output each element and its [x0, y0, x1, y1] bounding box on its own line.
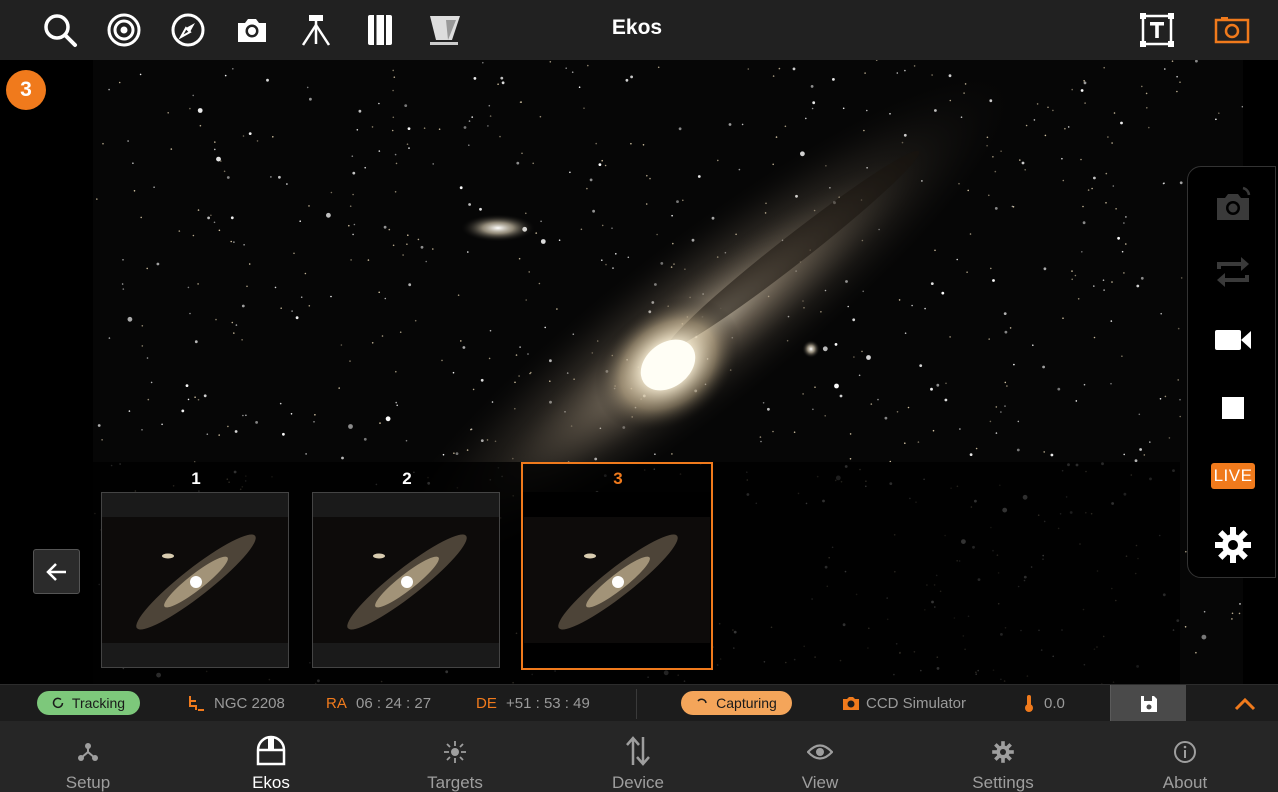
- thumbnail-image[interactable]: [523, 492, 711, 668]
- video-icon[interactable]: [1208, 315, 1258, 365]
- thumbnail-3[interactable]: 3: [523, 462, 713, 670]
- search-icon[interactable]: [42, 12, 78, 48]
- temperature-value: 0.0: [1044, 695, 1065, 712]
- thermometer-icon: [1025, 695, 1033, 712]
- ra-value: 06 : 24 : 27: [356, 695, 432, 712]
- capture-filmstrip: 1 2 3: [93, 462, 1180, 684]
- stop-icon[interactable]: [1208, 383, 1258, 433]
- notebook-icon[interactable]: [362, 12, 398, 48]
- thumbnail-image[interactable]: [312, 492, 500, 668]
- targets-icon: [444, 741, 466, 763]
- info-icon: [1174, 741, 1196, 763]
- arrow-left-icon: [45, 562, 66, 581]
- camera-icon[interactable]: [234, 12, 270, 48]
- nav-label: Device: [612, 773, 664, 792]
- nav-view[interactable]: View: [760, 721, 880, 792]
- mount-icon: [189, 696, 204, 711]
- tracking-label: Tracking: [71, 695, 126, 711]
- capture-count-badge: 3: [6, 70, 46, 110]
- spinner-icon: [697, 698, 707, 704]
- nav-settings[interactable]: Settings: [943, 721, 1063, 792]
- settings-icon[interactable]: [1208, 520, 1258, 570]
- bottom-navigation: Setup Ekos Targets Device View Settings …: [0, 721, 1278, 792]
- nav-label: Ekos: [252, 773, 290, 792]
- telescope-icon[interactable]: [426, 12, 462, 48]
- target-icon[interactable]: [106, 12, 142, 48]
- setup-icon: [78, 743, 98, 761]
- nav-ekos[interactable]: Ekos: [211, 721, 331, 792]
- eye-icon: [807, 744, 833, 760]
- camera-name: CCD Simulator: [866, 695, 967, 712]
- thumbnail-image[interactable]: [101, 492, 289, 668]
- back-button[interactable]: [33, 549, 80, 594]
- thumbnail-1[interactable]: 1: [101, 462, 291, 670]
- ra-label: RA: [326, 695, 347, 712]
- top-toolbar: Ekos: [0, 0, 1278, 60]
- nav-label: Settings: [972, 773, 1034, 792]
- target-name: NGC 2208: [214, 695, 285, 712]
- nav-label: Setup: [65, 773, 111, 792]
- tripod-icon[interactable]: [298, 12, 334, 48]
- tracking-status-pill: Tracking: [37, 691, 140, 715]
- camera-status-icon: [843, 697, 859, 710]
- save-button[interactable]: [1110, 685, 1186, 722]
- device-icon: [626, 736, 650, 766]
- dome-icon: [256, 735, 286, 766]
- capture-tool-panel: LIVE: [1187, 166, 1276, 578]
- compass-icon[interactable]: [170, 12, 206, 48]
- nav-label: Targets: [427, 773, 483, 792]
- repeat-icon[interactable]: [1208, 247, 1258, 297]
- thumbnail-label: 2: [402, 469, 412, 488]
- text-overlay-icon[interactable]: [1139, 12, 1175, 48]
- capturing-status-pill: Capturing: [681, 691, 792, 715]
- rotate-camera-icon[interactable]: [1208, 180, 1258, 230]
- status-bar: Tracking NGC 2208 RA 06 : 24 : 27 DE +51…: [0, 684, 1278, 722]
- de-value: +51 : 53 : 49: [506, 695, 590, 712]
- gear-icon: [992, 741, 1014, 763]
- live-button[interactable]: LIVE: [1208, 451, 1258, 501]
- app-title: Ekos: [611, 16, 663, 39]
- nav-label: View: [801, 773, 839, 792]
- refresh-icon: [52, 697, 64, 709]
- status-divider: [636, 689, 637, 719]
- thumbnail-label: 1: [191, 469, 201, 488]
- de-label: DE: [476, 695, 497, 712]
- chevron-up-icon: [1234, 697, 1256, 711]
- live-label: LIVE: [1211, 463, 1255, 489]
- selected-thumbnail-outline: [521, 462, 713, 670]
- nav-device[interactable]: Device: [578, 721, 698, 792]
- thumbnail-2[interactable]: 2: [312, 462, 502, 670]
- nav-setup[interactable]: Setup: [28, 721, 148, 792]
- capturing-label: Capturing: [716, 695, 777, 711]
- fov-camera-icon[interactable]: [1214, 12, 1250, 48]
- nav-label: About: [1162, 773, 1208, 792]
- expand-status-button[interactable]: [1230, 691, 1260, 717]
- nav-targets[interactable]: Targets: [395, 721, 515, 792]
- save-icon: [1140, 695, 1157, 712]
- thumbnail-label: 3: [613, 469, 623, 488]
- nav-about[interactable]: About: [1125, 721, 1245, 792]
